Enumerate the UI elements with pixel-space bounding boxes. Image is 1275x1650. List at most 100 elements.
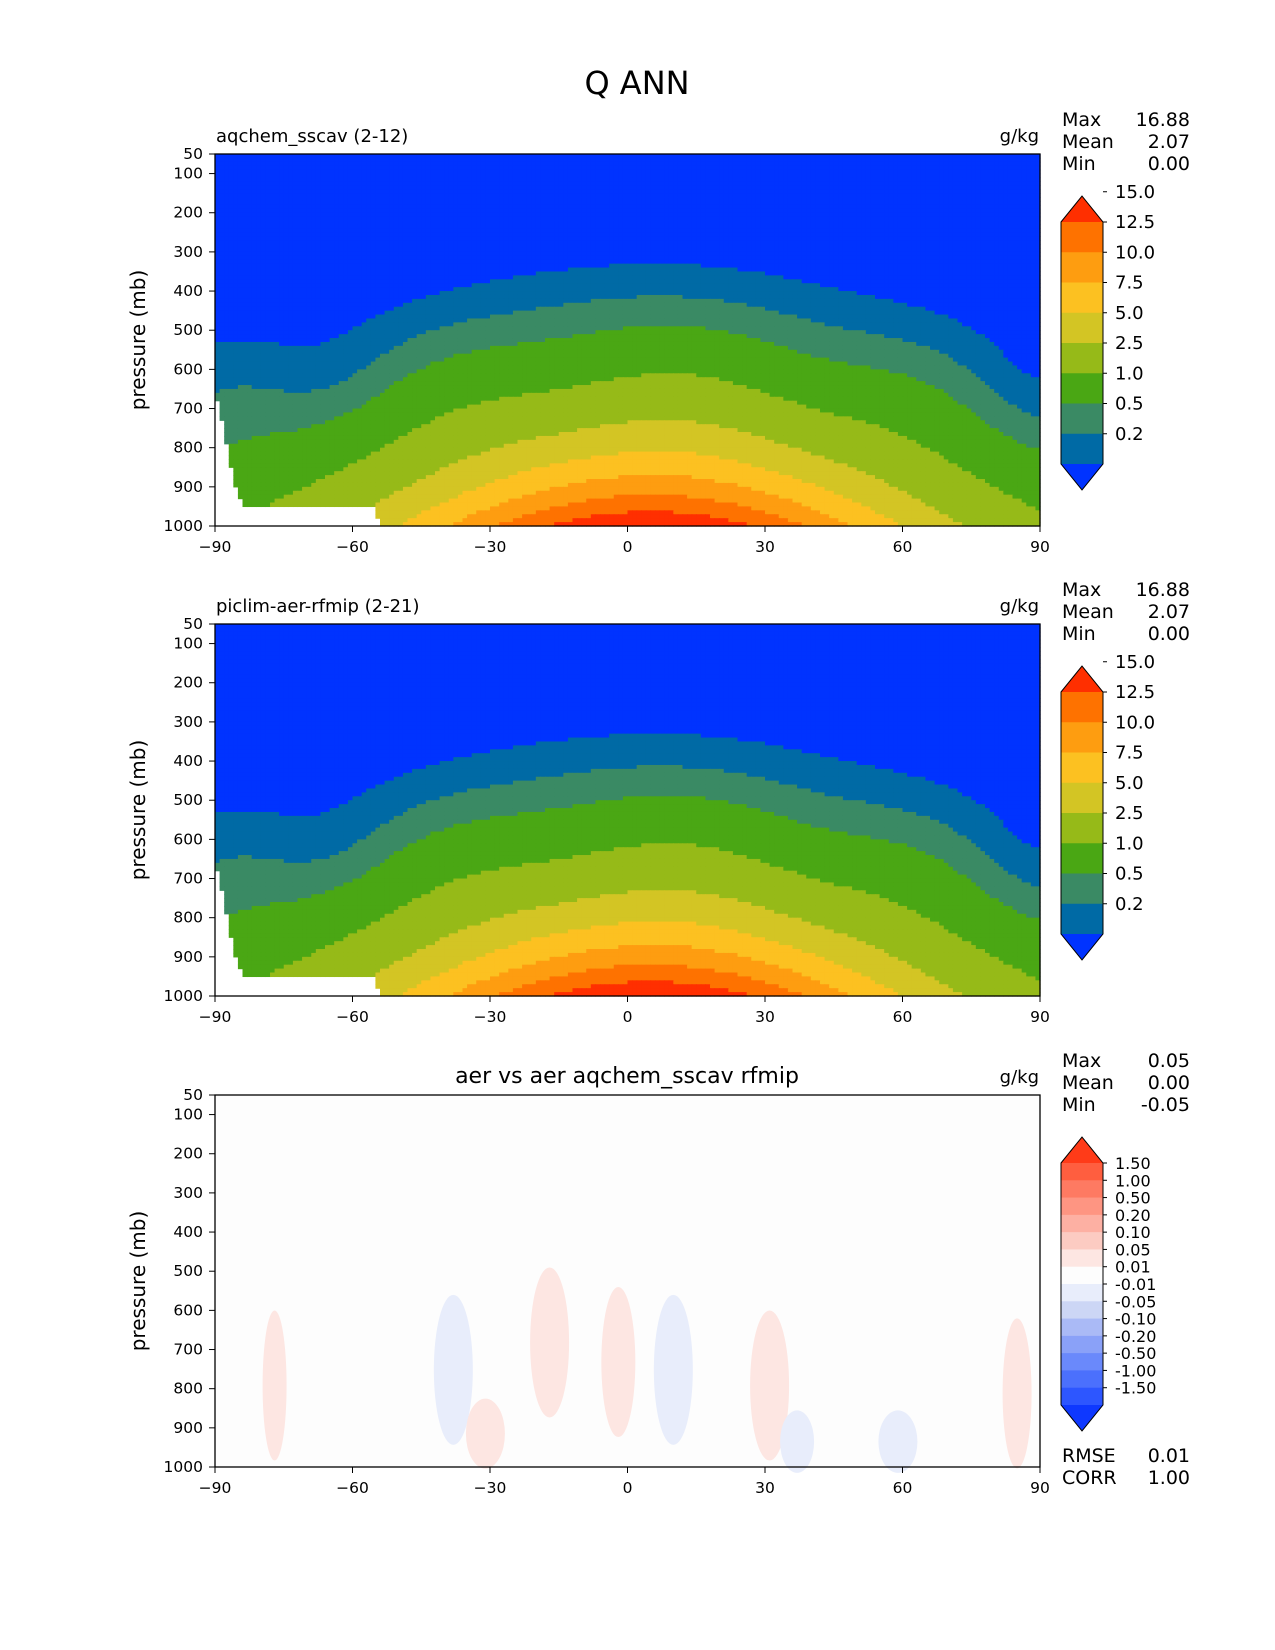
contour-cell (375, 209, 380, 214)
contour-cell (751, 158, 756, 163)
contour-cell (962, 213, 967, 218)
contour-cell (687, 244, 692, 249)
contour-cell (605, 252, 610, 257)
contour-cell (724, 228, 729, 233)
contour-cell (563, 166, 568, 171)
contour-cell (875, 213, 880, 218)
contour-cell (362, 252, 367, 257)
contour-cell (284, 181, 289, 186)
contour-cell (999, 162, 1004, 167)
contour-cell (797, 185, 802, 190)
contour-cell (793, 154, 798, 159)
contour-cell (728, 189, 733, 194)
contour-cell (293, 213, 298, 218)
contour-cell (618, 256, 623, 261)
contour-cell (270, 221, 275, 226)
contour-cell (834, 193, 839, 198)
contour-cell (485, 166, 490, 171)
contour-cell (353, 248, 358, 253)
contour-cell (719, 154, 724, 159)
contour-cell (673, 166, 678, 171)
contour-cell (738, 221, 743, 226)
contour-cell (398, 205, 403, 210)
contour-cell (220, 228, 225, 233)
contour-cell (563, 232, 568, 237)
contour-cell (632, 162, 637, 167)
contour-cell (417, 170, 422, 175)
contour-cell (518, 174, 523, 179)
contour-cell (857, 228, 862, 233)
contour-cell (256, 260, 261, 265)
contour-cell (380, 260, 385, 265)
contour-cell (554, 197, 559, 202)
contour-cell (1003, 256, 1008, 261)
contour-cell (229, 217, 234, 222)
contour-cell (426, 244, 431, 249)
contour-cell (783, 244, 788, 249)
contour-cell (426, 256, 431, 261)
contour-cell (233, 189, 238, 194)
contour-cell (531, 177, 536, 182)
contour-cell (554, 170, 559, 175)
contour-cell (742, 177, 747, 182)
contour-cell (499, 240, 504, 245)
contour-cell (417, 213, 422, 218)
contour-cell (664, 217, 669, 222)
contour-cell (811, 189, 816, 194)
contour-cell (463, 260, 468, 265)
contour-cell (765, 189, 770, 194)
contour-cell (660, 158, 665, 163)
contour-cell (765, 205, 770, 210)
contour-cell (412, 232, 417, 237)
contour-cell (591, 174, 596, 179)
contour-cell (1003, 170, 1008, 175)
contour-cell (408, 205, 413, 210)
contour-cell (990, 252, 995, 257)
contour-cell (962, 228, 967, 233)
contour-cell (261, 213, 266, 218)
contour-cell (238, 221, 243, 226)
contour-cell (582, 166, 587, 171)
contour-cell (325, 189, 330, 194)
contour-cell (641, 162, 646, 167)
contour-cell (279, 213, 284, 218)
contour-cell (825, 177, 830, 182)
contour-cell (903, 162, 908, 167)
contour-cell (540, 177, 545, 182)
contour-cell (1031, 197, 1036, 202)
contour-cell (618, 166, 623, 171)
contour-cell (925, 185, 930, 190)
contour-cell (660, 177, 665, 182)
contour-cell (279, 252, 284, 257)
contour-cell (449, 224, 454, 229)
contour-cell (275, 232, 280, 237)
contour-cell (417, 174, 422, 179)
contour-cell (655, 205, 660, 210)
contour-cell (435, 232, 440, 237)
contour-cell (275, 158, 280, 163)
contour-cell (728, 217, 733, 222)
contour-cell (838, 228, 843, 233)
contour-cell (389, 166, 394, 171)
contour-cell (733, 177, 738, 182)
contour-cell (724, 177, 729, 182)
contour-cell (815, 185, 820, 190)
contour-cell (971, 177, 976, 182)
contour-cell (953, 154, 958, 159)
contour-cell (609, 213, 614, 218)
contour-cell (1013, 236, 1018, 241)
contour-cell (591, 197, 596, 202)
contour-cell (476, 256, 481, 261)
contour-cell (513, 185, 518, 190)
contour-cell (962, 256, 967, 261)
contour-cell (540, 197, 545, 202)
contour-cell (495, 166, 500, 171)
contour-cell (898, 224, 903, 229)
contour-cell (664, 174, 669, 179)
contour-cell (472, 240, 477, 245)
contour-cell (595, 166, 600, 171)
contour-cell (339, 174, 344, 179)
contour-cell (1017, 193, 1022, 198)
contour-cell (825, 244, 830, 249)
contour-cell (311, 213, 316, 218)
